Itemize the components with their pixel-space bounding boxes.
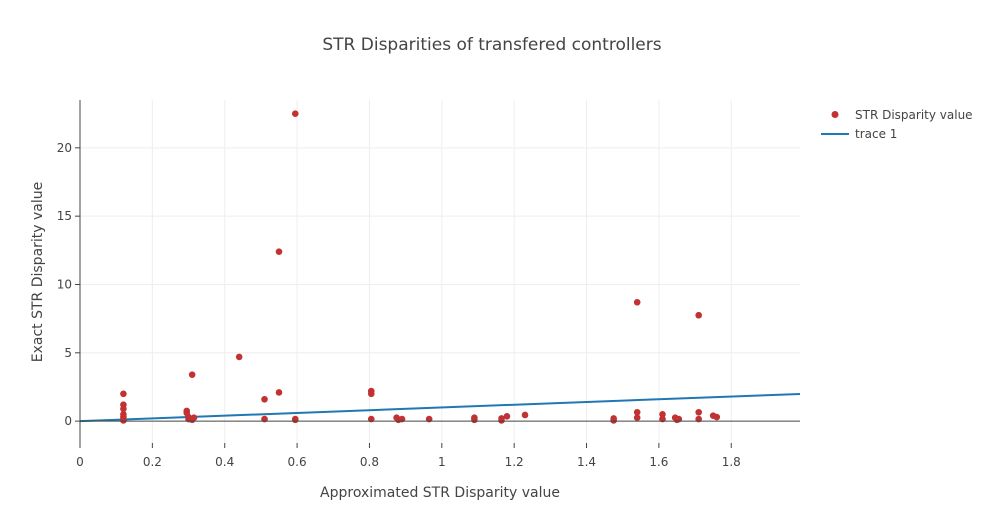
x-tick-label: 1.6 <box>649 455 668 469</box>
legend[interactable]: STR Disparity value trace 1 <box>821 108 973 141</box>
legend-item-markers[interactable]: STR Disparity value <box>831 108 973 122</box>
data-point[interactable] <box>713 413 721 421</box>
x-tick-label: 0.2 <box>143 455 162 469</box>
data-point[interactable] <box>367 390 375 398</box>
x-tick-label: 0 <box>76 455 84 469</box>
grid-layer <box>80 100 800 443</box>
data-point[interactable] <box>120 405 127 413</box>
data-point[interactable] <box>503 413 511 420</box>
y-tick-label: 5 <box>64 346 72 360</box>
data-point[interactable] <box>261 395 268 403</box>
data-layer <box>79 110 801 424</box>
data-point[interactable] <box>188 371 196 378</box>
y-tick-label: 20 <box>57 141 72 155</box>
data-point[interactable] <box>120 390 127 398</box>
x-tick-label: 0.4 <box>215 455 234 469</box>
x-tick-label: 1.8 <box>722 455 741 469</box>
data-point[interactable] <box>275 389 283 396</box>
x-axis-title: Approximated STR Disparity value <box>320 485 560 501</box>
legend-label-line: trace 1 <box>855 127 897 141</box>
data-point[interactable] <box>498 417 505 424</box>
data-point[interactable] <box>235 353 243 361</box>
data-point[interactable] <box>190 414 198 422</box>
y-tick-label: 0 <box>64 414 72 428</box>
legend-item-line[interactable]: trace 1 <box>821 127 897 141</box>
data-point[interactable] <box>633 408 641 416</box>
data-point[interactable] <box>659 411 666 418</box>
axis-layer: 0 0.2 0.4 0.6 0.8 1 1.2 1.4 1.6 1.8 0 5 10 15 20 <box>57 100 800 469</box>
legend-marker-symbol <box>831 111 839 118</box>
x-tick-label: 1.2 <box>505 455 524 469</box>
data-point[interactable] <box>521 411 529 419</box>
x-tick-label: 0.6 <box>288 455 307 469</box>
y-tick-label: 15 <box>57 209 72 223</box>
data-point[interactable] <box>695 311 702 319</box>
legend-label-markers: STR Disparity value <box>855 108 973 122</box>
data-point[interactable] <box>120 417 127 424</box>
y-tick-label: 10 <box>57 277 72 291</box>
y-axis-title: Exact STR Disparity value <box>30 182 46 363</box>
x-tick-label: 1 <box>438 455 446 469</box>
data-point[interactable] <box>633 298 641 306</box>
data-point[interactable] <box>633 414 641 422</box>
data-point[interactable] <box>275 248 283 255</box>
data-point[interactable] <box>610 417 617 424</box>
chart-title: STR Disparities of transfered controller… <box>322 35 661 55</box>
x-tick-label: 0.8 <box>360 455 379 469</box>
data-point[interactable] <box>291 416 299 424</box>
data-point[interactable] <box>291 110 299 117</box>
x-tick-label: 1.4 <box>577 455 596 469</box>
data-point[interactable] <box>695 408 702 416</box>
data-point[interactable] <box>471 416 478 424</box>
trace-1-line[interactable] <box>79 392 801 423</box>
